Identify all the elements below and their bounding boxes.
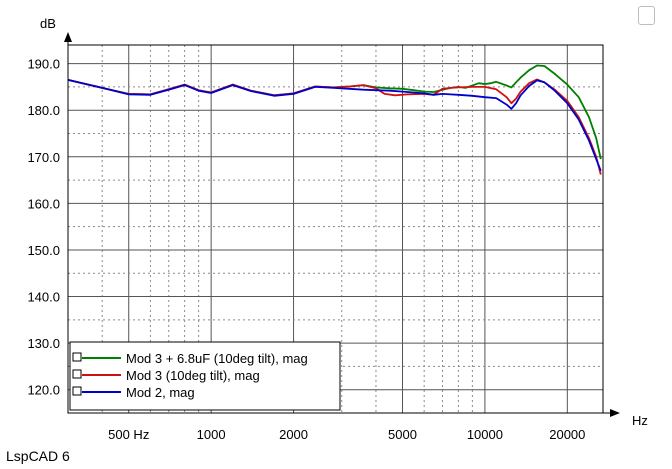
x-tick-label: 5000 <box>388 427 417 442</box>
x-tick-label: 1000 <box>197 427 226 442</box>
axes: dB Hz <box>40 16 648 428</box>
x-tick-label: 20000 <box>549 427 585 442</box>
legend-label: Mod 3 + 6.8uF (10deg tilt), mag <box>126 351 308 366</box>
legend-label: Mod 3 (10deg tilt), mag <box>126 368 260 383</box>
legend-label: Mod 2, mag <box>126 385 195 400</box>
y-tick-label: 180.0 <box>27 103 60 118</box>
tick-labels: 190.0 180.0 170.0 160.0 150.0 140.0 130.0 120.0… <box>27 57 585 442</box>
legend-checkbox[interactable] <box>72 352 82 362</box>
y-tick-label: 130.0 <box>27 336 60 351</box>
x-tick-label: 2000 <box>279 427 308 442</box>
legend-checkbox[interactable] <box>72 386 82 396</box>
x-axis-label: Hz <box>632 413 648 428</box>
app-footer-label: LspCAD 6 <box>6 448 70 464</box>
y-tick-label: 140.0 <box>27 290 60 305</box>
y-tick-label: 150.0 <box>27 243 60 258</box>
corner-checkbox[interactable] <box>638 6 655 25</box>
y-axis-arrow-icon <box>64 32 72 42</box>
y-tick-label: 170.0 <box>27 150 60 165</box>
legend: Mod 3 + 6.8uF (10deg tilt), mag Mod 3 (10… <box>69 341 341 411</box>
x-tick-label: 10000 <box>467 427 503 442</box>
x-tick-label: 500 Hz <box>108 427 149 442</box>
legend-checkbox[interactable] <box>72 369 82 379</box>
grid <box>67 45 603 413</box>
y-tick-label: 160.0 <box>27 196 60 211</box>
x-axis-arrow-icon <box>610 409 620 417</box>
series-layer <box>67 64 602 175</box>
y-tick-label: 190.0 <box>27 57 60 72</box>
series-line-1 <box>67 64 602 160</box>
y-tick-label: 120.0 <box>27 383 60 398</box>
y-axis-label: dB <box>40 16 56 31</box>
series-line-3 <box>67 79 602 172</box>
